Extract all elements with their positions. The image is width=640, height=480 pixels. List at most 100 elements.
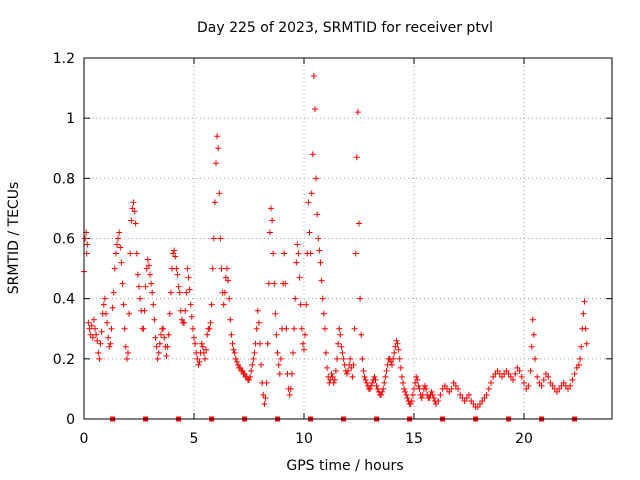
data-point <box>350 361 357 368</box>
data-point <box>161 334 168 341</box>
data-point <box>301 346 307 353</box>
data-point <box>523 385 530 392</box>
data-point <box>402 388 409 395</box>
data-point <box>483 391 490 398</box>
data-point <box>404 394 411 401</box>
data-point <box>248 367 255 374</box>
data-point <box>247 373 254 380</box>
data-point <box>581 298 588 305</box>
data-point <box>490 373 497 380</box>
data-point <box>510 376 516 383</box>
data-point <box>207 319 214 326</box>
data-point <box>275 361 282 368</box>
data-point <box>140 325 147 332</box>
data-point <box>411 385 417 392</box>
y-tick-label: 0.6 <box>53 232 75 248</box>
data-point <box>529 316 536 323</box>
data-point <box>521 379 527 386</box>
data-point <box>540 376 547 383</box>
y-tick-label: 0 <box>66 412 75 428</box>
data-point <box>258 361 265 368</box>
data-point <box>547 379 554 386</box>
data-point <box>262 394 269 401</box>
data-point <box>390 355 397 362</box>
data-point <box>118 259 125 266</box>
data-point <box>379 388 386 395</box>
data-point <box>264 340 271 347</box>
data-point <box>582 325 589 332</box>
data-point <box>361 373 368 380</box>
data-point <box>153 343 160 350</box>
data-point <box>225 277 232 284</box>
data-point <box>116 229 123 236</box>
data-point <box>114 241 120 248</box>
data-point <box>316 247 323 254</box>
data-point <box>452 382 459 389</box>
data-point <box>507 373 514 380</box>
data-point <box>155 349 162 356</box>
data-point <box>297 301 304 308</box>
data-point <box>428 388 435 395</box>
data-point <box>85 319 92 326</box>
data-point <box>100 301 107 308</box>
x-tick-labels: 0 5 10 15 20 <box>80 431 533 447</box>
data-point <box>178 316 185 323</box>
x-tick-label: 15 <box>405 431 423 447</box>
x-tick-label: 5 <box>190 431 199 447</box>
data-point <box>229 340 236 347</box>
data-point <box>324 364 331 371</box>
data-point <box>573 364 580 371</box>
data-point <box>268 205 274 212</box>
data-point <box>330 379 337 386</box>
data-point <box>158 331 164 338</box>
data-point <box>122 343 129 350</box>
data-point <box>415 382 422 389</box>
data-point <box>356 220 362 227</box>
x-axis-label: GPS time / hours <box>286 458 403 474</box>
y-tick-label: 0.4 <box>53 292 75 308</box>
data-point <box>119 280 126 287</box>
data-point <box>254 307 261 314</box>
data-point <box>163 352 170 359</box>
data-point <box>283 325 290 332</box>
data-point <box>131 208 138 215</box>
data-point <box>321 325 328 332</box>
data-point <box>332 367 339 374</box>
data-point <box>298 325 305 332</box>
data-point <box>532 355 538 362</box>
data-point <box>479 397 486 404</box>
data-point <box>90 316 97 323</box>
data-point <box>336 325 343 332</box>
data-point <box>95 349 102 356</box>
data-point <box>485 385 492 392</box>
data-point <box>109 304 116 311</box>
data-point <box>106 343 113 350</box>
data-point <box>199 343 206 350</box>
data-point <box>391 349 398 356</box>
data-point <box>408 397 415 404</box>
data-point <box>208 301 215 308</box>
data-point <box>470 400 477 407</box>
data-point <box>398 373 405 380</box>
data-point <box>580 310 587 317</box>
data-point <box>273 331 280 338</box>
data-point <box>121 325 128 332</box>
data-point <box>352 250 359 257</box>
data-point <box>130 199 137 206</box>
data-point <box>132 220 139 227</box>
chart-title: Day 225 of 2023, SRMTID for receiver ptv… <box>197 20 493 36</box>
data-point <box>110 289 117 296</box>
data-point <box>127 250 134 257</box>
data-point <box>188 313 195 320</box>
data-point <box>148 280 155 287</box>
data-point <box>246 376 252 383</box>
data-point <box>96 355 103 362</box>
data-point <box>104 319 111 326</box>
data-point <box>503 367 510 374</box>
data-point <box>302 331 309 338</box>
data-point <box>380 385 387 392</box>
data-point <box>164 343 171 350</box>
data-point <box>215 145 222 152</box>
data-point <box>233 358 240 365</box>
data-point <box>227 316 234 323</box>
